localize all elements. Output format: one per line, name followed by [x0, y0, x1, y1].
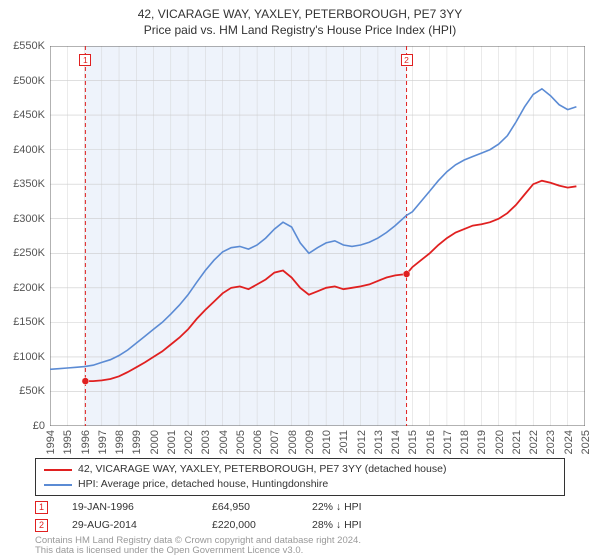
transaction-row: 2 29-AUG-2014 £220,000 28% ↓ HPI — [35, 516, 432, 534]
x-axis-label: 2005 — [235, 430, 247, 454]
x-axis-label: 2015 — [407, 430, 419, 454]
x-axis-label: 2018 — [459, 430, 471, 454]
x-axis-label: 2012 — [356, 430, 368, 454]
y-axis-label: £100K — [1, 351, 45, 363]
transaction-marker-1: 1 — [35, 501, 48, 514]
x-axis-label: 2016 — [425, 430, 437, 454]
y-axis-label: £50K — [1, 385, 45, 397]
x-axis-label: 1998 — [114, 430, 126, 454]
x-axis-label: 2009 — [304, 430, 316, 454]
chart-transaction-marker: 1 — [79, 54, 91, 66]
x-axis-label: 2020 — [494, 430, 506, 454]
transaction-delta: 22% ↓ HPI — [312, 501, 432, 513]
x-axis-label: 2023 — [545, 430, 557, 454]
x-axis-label: 2008 — [287, 430, 299, 454]
title-line-1: 42, VICARAGE WAY, YAXLEY, PETERBOROUGH, … — [0, 6, 600, 22]
transaction-marker-2: 2 — [35, 519, 48, 532]
x-axis-label: 1999 — [131, 430, 143, 454]
chart-area: £0£50K£100K£150K£200K£250K£300K£350K£400… — [50, 46, 585, 426]
x-axis-label: 2001 — [166, 430, 178, 454]
chart-transaction-marker: 2 — [401, 54, 413, 66]
line-chart — [50, 46, 585, 426]
x-axis-label: 1995 — [62, 430, 74, 454]
x-axis-label: 2013 — [373, 430, 385, 454]
transaction-row: 1 19-JAN-1996 £64,950 22% ↓ HPI — [35, 498, 432, 516]
x-axis-label: 2011 — [338, 430, 350, 454]
x-axis-label: 2024 — [563, 430, 575, 454]
x-axis-label: 2022 — [528, 430, 540, 454]
x-axis-label: 1994 — [45, 430, 57, 454]
x-axis-label: 2014 — [390, 430, 402, 454]
x-axis-label: 2004 — [218, 430, 230, 454]
x-axis-label: 2021 — [511, 430, 523, 454]
y-axis-label: £250K — [1, 247, 45, 259]
legend: 42, VICARAGE WAY, YAXLEY, PETERBOROUGH, … — [35, 458, 565, 496]
x-axis-label: 2007 — [269, 430, 281, 454]
legend-text-2: HPI: Average price, detached house, Hunt… — [78, 477, 328, 492]
transactions-table: 1 19-JAN-1996 £64,950 22% ↓ HPI 2 29-AUG… — [35, 498, 432, 534]
legend-swatch-1 — [44, 469, 72, 471]
transaction-price: £64,950 — [212, 501, 312, 513]
transaction-date: 19-JAN-1996 — [72, 501, 212, 513]
y-axis-label: £300K — [1, 213, 45, 225]
y-axis-label: £500K — [1, 75, 45, 87]
x-axis-label: 2002 — [183, 430, 195, 454]
y-axis-label: £350K — [1, 178, 45, 190]
x-axis-label: 2006 — [252, 430, 264, 454]
y-axis-label: £400K — [1, 144, 45, 156]
x-axis-label: 2010 — [321, 430, 333, 454]
x-axis-label: 2003 — [200, 430, 212, 454]
x-axis-label: 2000 — [149, 430, 161, 454]
x-axis-label: 1997 — [97, 430, 109, 454]
x-axis-label: 2017 — [442, 430, 454, 454]
legend-text-1: 42, VICARAGE WAY, YAXLEY, PETERBOROUGH, … — [78, 462, 446, 477]
legend-row: HPI: Average price, detached house, Hunt… — [44, 477, 556, 492]
y-axis-label: £150K — [1, 316, 45, 328]
title-line-2: Price paid vs. HM Land Registry's House … — [0, 22, 600, 38]
y-axis-label: £550K — [1, 40, 45, 52]
transaction-delta: 28% ↓ HPI — [312, 519, 432, 531]
legend-swatch-2 — [44, 484, 72, 486]
chart-title: 42, VICARAGE WAY, YAXLEY, PETERBOROUGH, … — [0, 0, 600, 38]
y-axis-label: £200K — [1, 282, 45, 294]
x-axis-label: 1996 — [80, 430, 92, 454]
legend-row: 42, VICARAGE WAY, YAXLEY, PETERBOROUGH, … — [44, 462, 556, 477]
y-axis-label: £0 — [1, 420, 45, 432]
transaction-date: 29-AUG-2014 — [72, 519, 212, 531]
x-axis-label: 2019 — [476, 430, 488, 454]
transaction-price: £220,000 — [212, 519, 312, 531]
y-axis-label: £450K — [1, 109, 45, 121]
footnote: Contains HM Land Registry data © Crown c… — [35, 536, 361, 557]
x-axis-label: 2025 — [580, 430, 592, 454]
